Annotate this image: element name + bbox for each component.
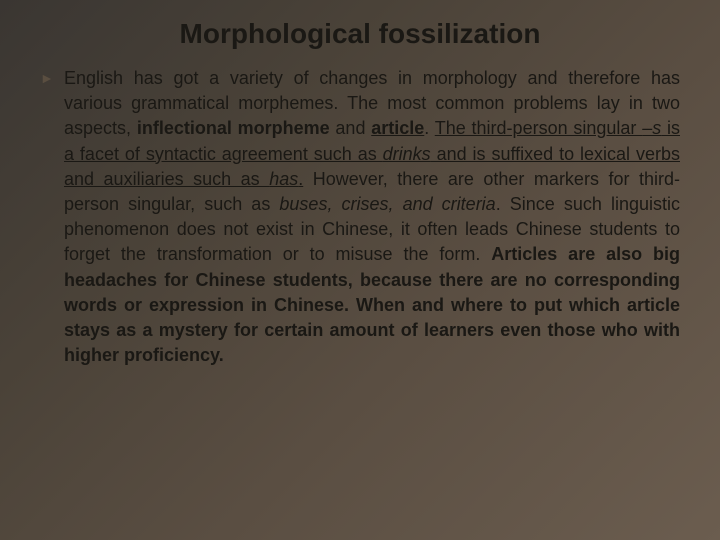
text-bold: inflectional morpheme — [137, 118, 330, 138]
text-run: and — [330, 118, 372, 138]
slide-title: Morphological fossilization — [40, 18, 680, 50]
text-bold-underline: article — [371, 118, 424, 138]
content-row: ► English has got a variety of changes i… — [40, 66, 680, 368]
text-italic: buses, crises, and criteria — [279, 194, 495, 214]
slide-container: Morphological fossilization ► English ha… — [0, 0, 720, 540]
text-underline-italic: drinks — [383, 144, 431, 164]
text-underline: The third-person singular — [435, 118, 642, 138]
bullet-icon: ► — [40, 66, 64, 86]
text-underline-italic: has — [269, 169, 298, 189]
text-underline-italic: –s — [642, 118, 661, 138]
body-paragraph: English has got a variety of changes in … — [64, 66, 680, 368]
text-run: . — [424, 118, 434, 138]
